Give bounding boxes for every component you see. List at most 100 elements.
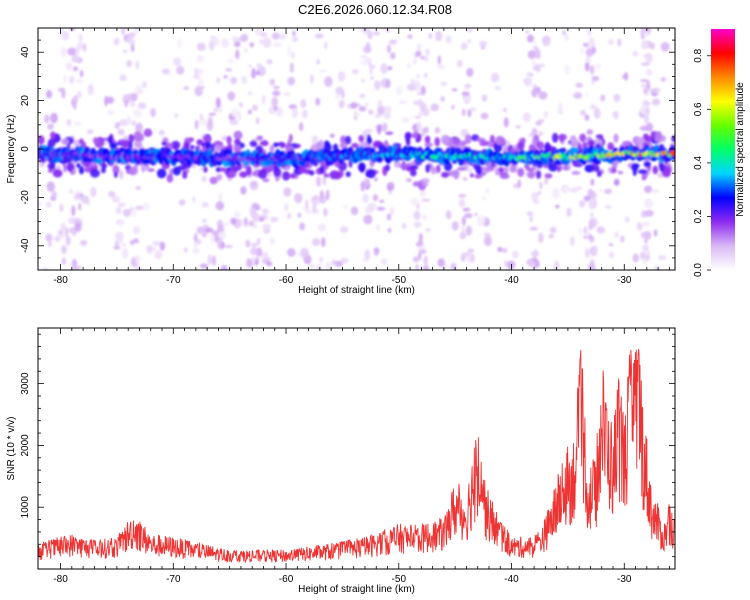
- noise-blob: [423, 255, 428, 267]
- halo-blob: [215, 167, 221, 173]
- noise-blob: [115, 122, 121, 126]
- noise-blob: [593, 107, 601, 119]
- noise-blob: [266, 59, 273, 65]
- noise-blob: [231, 108, 240, 118]
- snr-panel: -80 -70 -60 -50 -40 -30 Height of straight lin…: [6, 327, 676, 595]
- noise-blob: [289, 62, 294, 73]
- noise-blob: [72, 266, 80, 270]
- noise-blob: [589, 105, 598, 110]
- halo-blob: [249, 140, 258, 147]
- halo-blob: [289, 173, 296, 179]
- noise-blob: [643, 250, 651, 255]
- noise-blob: [287, 213, 292, 219]
- halo-blob: [622, 140, 633, 147]
- noise-blob: [232, 35, 238, 43]
- halo-blob: [652, 165, 659, 175]
- noise-blob: [172, 57, 182, 66]
- halo-blob: [460, 140, 467, 146]
- noise-blob: [45, 233, 53, 242]
- noise-blob: [134, 28, 139, 34]
- noise-blob: [256, 135, 263, 141]
- noise-blob: [451, 104, 455, 110]
- colorbar-tick-label: 0.0: [693, 263, 704, 277]
- noise-blob: [111, 196, 121, 203]
- noise-blob: [477, 215, 486, 227]
- noise-blob: [87, 89, 94, 96]
- noise-blob: [47, 123, 54, 130]
- halo-blob: [182, 171, 188, 179]
- noise-blob: [321, 237, 326, 248]
- noise-blob: [201, 175, 207, 182]
- halo-blob: [118, 139, 127, 144]
- noise-blob: [262, 178, 270, 183]
- noise-blob: [586, 129, 594, 135]
- halo-blob: [517, 167, 525, 178]
- noise-blob: [293, 193, 303, 204]
- noise-blob: [381, 257, 388, 266]
- noise-blob: [580, 110, 587, 116]
- noise-blob: [539, 181, 543, 190]
- halo-blob: [345, 171, 351, 178]
- halo-blob: [502, 166, 510, 174]
- noise-blob: [585, 247, 589, 259]
- noise-blob: [593, 244, 598, 254]
- halo-blob: [474, 173, 483, 179]
- spectrogram-xtick-label: -30: [617, 275, 632, 286]
- noise-blob: [605, 205, 612, 209]
- noise-blob: [314, 33, 324, 39]
- noise-blob: [651, 87, 661, 94]
- noise-blob: [210, 35, 217, 40]
- noise-blob: [389, 206, 394, 216]
- noise-blob: [660, 41, 670, 52]
- noise-blob: [383, 105, 392, 114]
- halo-blob: [177, 165, 187, 171]
- noise-blob: [104, 95, 108, 107]
- noise-blob: [418, 98, 423, 109]
- noise-blob: [129, 39, 134, 45]
- halo-blob: [610, 167, 617, 174]
- noise-blob: [467, 108, 472, 118]
- noise-blob: [527, 50, 536, 60]
- spectrogram-ylabel: Frequency (Hz): [6, 115, 17, 184]
- noise-blob: [474, 212, 478, 217]
- noise-blob: [504, 260, 508, 268]
- noise-blob: [538, 232, 544, 243]
- noise-blob: [503, 107, 507, 113]
- noise-blob: [230, 217, 237, 225]
- noise-blob: [382, 122, 388, 132]
- noise-blob: [83, 43, 87, 52]
- noise-blob: [458, 194, 467, 198]
- noise-blob: [261, 252, 269, 261]
- noise-blob: [522, 112, 532, 123]
- noise-blob: [292, 30, 296, 37]
- noise-blob: [175, 65, 185, 75]
- noise-blob: [414, 115, 422, 119]
- noise-blob: [273, 85, 280, 90]
- halo-blob: [523, 164, 530, 169]
- noise-blob: [624, 216, 630, 223]
- halo-blob: [78, 166, 85, 175]
- noise-blob: [368, 61, 372, 66]
- noise-blob: [262, 37, 272, 48]
- colorbar-tick-label: 0.6: [693, 102, 704, 116]
- spectrogram-xtick-label: -50: [392, 275, 407, 286]
- noise-blob: [286, 248, 296, 257]
- noise-blob: [60, 46, 67, 58]
- noise-blob: [269, 216, 279, 223]
- noise-blob: [584, 114, 590, 121]
- noise-blob: [291, 51, 295, 60]
- noise-blob: [624, 72, 629, 81]
- noise-blob: [196, 54, 205, 62]
- noise-blob: [69, 28, 76, 31]
- noise-blob: [421, 214, 428, 221]
- noise-blob: [240, 34, 248, 42]
- noise-blob: [194, 119, 199, 130]
- halo-blob: [239, 171, 248, 178]
- noise-blob: [425, 228, 431, 232]
- halo-blob: [269, 144, 275, 154]
- noise-blob: [117, 221, 124, 227]
- noise-blob: [194, 85, 203, 97]
- noise-blob: [465, 225, 473, 236]
- noise-blob: [287, 45, 291, 57]
